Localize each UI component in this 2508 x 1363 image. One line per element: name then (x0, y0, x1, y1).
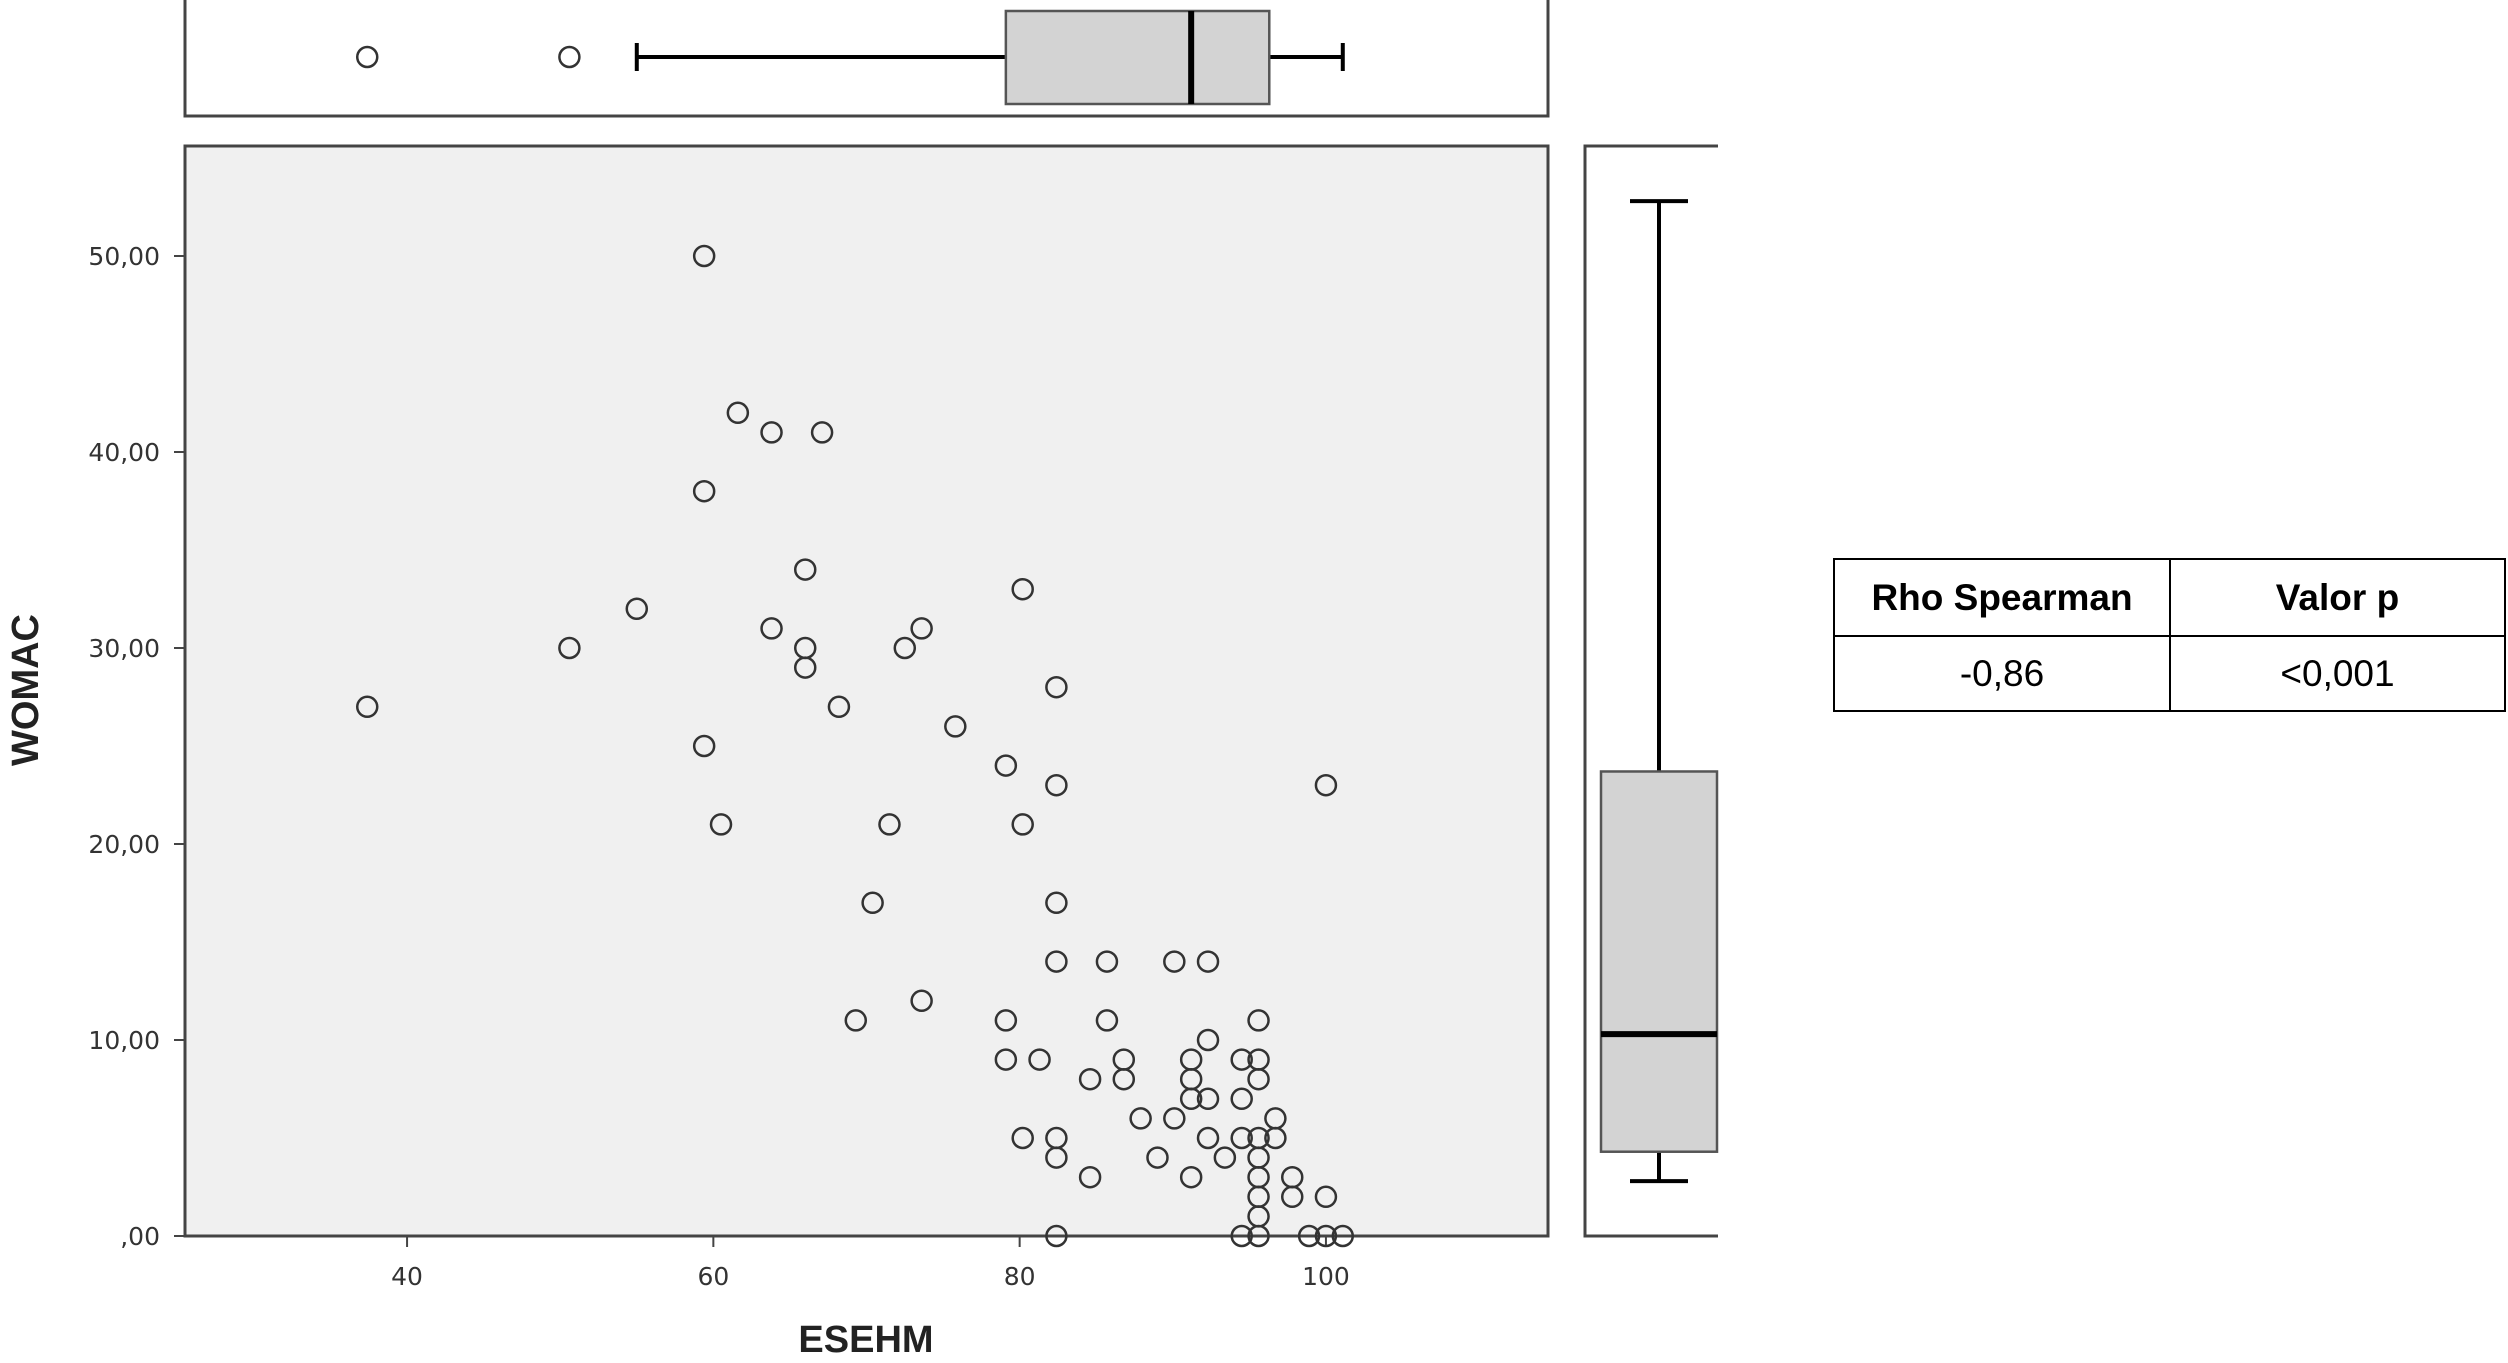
data-point (1045, 675, 1068, 699)
stats-header-rho: Rho Spearman (1833, 558, 2171, 637)
data-point (1230, 1087, 1253, 1111)
x-tick-label: 80 (1004, 1262, 1036, 1291)
x-outlier (355, 45, 379, 69)
data-point (1247, 1224, 1270, 1248)
data-point (692, 244, 716, 268)
data-point (994, 754, 1018, 777)
data-point (1230, 1224, 1253, 1248)
data-point (1129, 1107, 1152, 1130)
plot-area (183, 144, 1550, 1238)
data-point (1011, 813, 1034, 836)
x-box (1004, 9, 1271, 106)
x-tick-label: 40 (391, 1262, 423, 1291)
data-point (1045, 1224, 1068, 1248)
stats-table: Rho Spearman Valor p -0,86 <0,001 (1833, 558, 2506, 712)
data-point (1196, 1087, 1220, 1111)
y-axis-title: WOMAC (5, 614, 47, 766)
data-point (1314, 773, 1338, 797)
data-point (1078, 1165, 1102, 1189)
data-point (1045, 1146, 1068, 1169)
data-point (910, 989, 933, 1013)
data-point (1078, 1067, 1102, 1091)
data-point (1331, 1224, 1355, 1248)
data-point (558, 636, 581, 660)
y-boxplot-frame (1583, 144, 1718, 1238)
x-tick-label: 60 (697, 1262, 729, 1291)
data-point (910, 617, 933, 640)
y-tick-label: 10,00 (88, 1026, 160, 1055)
data-point (1045, 773, 1068, 797)
y-marginal-boxplot (1583, 144, 1719, 1238)
y-tick-label: 50,00 (88, 242, 160, 271)
data-point (1196, 1028, 1220, 1052)
data-point (1230, 1126, 1253, 1150)
data-point (793, 558, 817, 581)
data-point (1095, 1009, 1119, 1032)
data-point (1028, 1048, 1051, 1071)
data-point (994, 1009, 1018, 1032)
data-point (1196, 1126, 1220, 1150)
data-point (1280, 1185, 1304, 1209)
x-boxplot-frame (183, 0, 1550, 118)
data-point (1112, 1067, 1136, 1091)
data-point (827, 695, 851, 719)
y-tick-label: ,00 (120, 1222, 160, 1251)
data-point (810, 421, 834, 444)
data-point (1297, 1224, 1321, 1248)
x-axis-title: ESEHM (798, 1319, 933, 1361)
data-point (1163, 1107, 1186, 1130)
data-point (844, 1009, 868, 1032)
y-tick-label: 30,00 (88, 634, 160, 663)
y-tick-label: 40,00 (88, 438, 160, 467)
data-point (1213, 1146, 1237, 1169)
data-point (793, 656, 817, 679)
main-plot: ,00 10,00 20,00 30,00 40,00 50,00 40 60 80 100 ESE… (5, 144, 1550, 1361)
data-point (1314, 1185, 1338, 1209)
data-point (625, 597, 649, 621)
data-point (893, 636, 917, 660)
data-point (1247, 1009, 1270, 1032)
data-point (760, 421, 783, 444)
data-point (1146, 1146, 1169, 1169)
data-point (1045, 891, 1068, 915)
data-point (1247, 1067, 1270, 1091)
data-point (1179, 1087, 1203, 1111)
stats-value-rho: -0,86 (1833, 635, 2171, 712)
data-point (709, 813, 733, 836)
data-point (1095, 950, 1119, 973)
data-point (355, 695, 379, 719)
data-point (1011, 577, 1034, 601)
stats-value-p: <0,001 (2169, 635, 2506, 712)
data-point (878, 813, 901, 836)
data-point (1196, 950, 1220, 973)
data-point (692, 479, 716, 503)
data-point (1314, 1224, 1338, 1248)
x-outlier (558, 45, 581, 69)
data-point (1045, 950, 1068, 973)
data-point (1011, 1126, 1034, 1150)
y-tick-label: 20,00 (88, 830, 160, 859)
data-point (861, 891, 884, 915)
x-tick-label: 100 (1302, 1262, 1350, 1291)
stats-header-p: Valor p (2169, 558, 2506, 637)
x-marginal-boxplot (183, 0, 1550, 118)
data-point (1264, 1126, 1287, 1150)
data-point (726, 401, 750, 425)
data-point (994, 1048, 1018, 1071)
data-point (944, 715, 967, 738)
y-box (1599, 770, 1719, 1153)
data-point (692, 734, 716, 758)
data-point (1163, 950, 1186, 973)
data-point (1179, 1165, 1203, 1189)
data-point (1230, 1048, 1253, 1071)
data-point (760, 617, 783, 640)
